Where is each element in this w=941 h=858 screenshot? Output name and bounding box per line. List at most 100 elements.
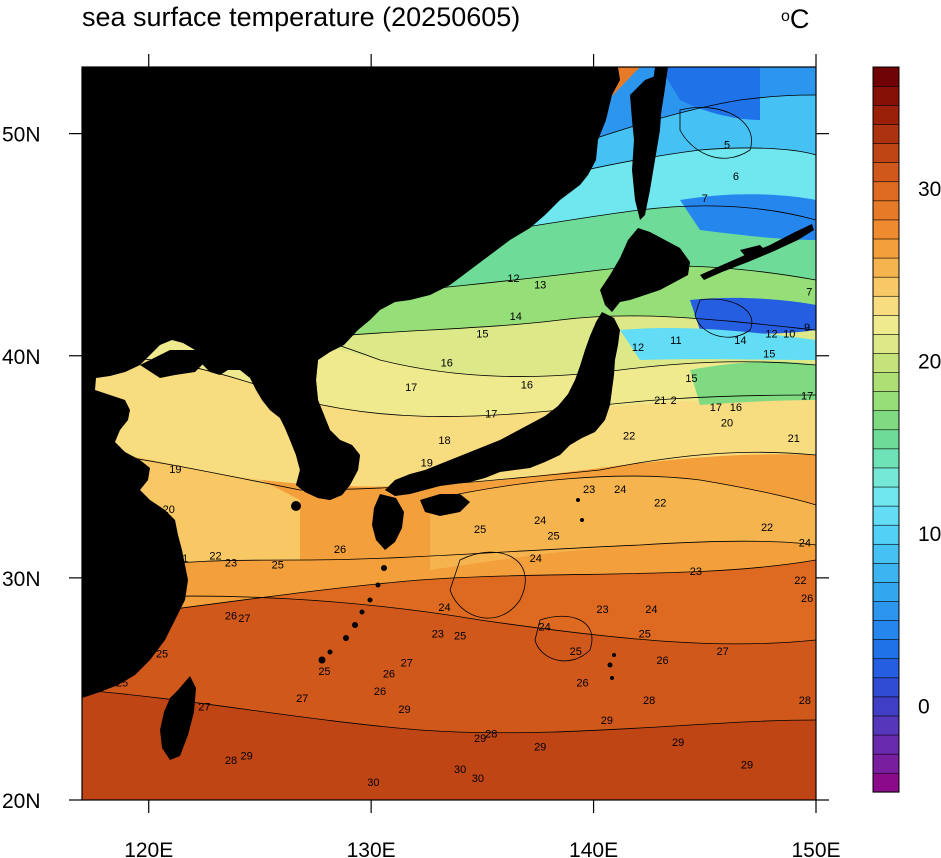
colorbar: 0 10 20 30: [872, 66, 941, 793]
contour-label: 29: [474, 733, 486, 745]
x-tick-label: 150E: [791, 839, 840, 858]
contour-label: 22: [794, 575, 806, 587]
contour-label: 24: [614, 484, 626, 496]
contour-label: 22: [761, 522, 773, 534]
contour-label: 25: [547, 531, 559, 543]
asian-mainland: [82, 67, 620, 698]
colorbar-swatch: [872, 123, 900, 144]
contour-label: 25: [272, 560, 284, 572]
contour-label: 28: [643, 695, 655, 707]
colorbar-swatch: [872, 333, 900, 354]
contour-label: 11: [670, 335, 681, 347]
colorbar-swatch: [872, 658, 900, 679]
y-tick-label: 30N: [2, 568, 41, 591]
colorbar-swatch: [872, 181, 900, 202]
contour-label: 19: [169, 464, 181, 476]
colorbar-swatch: [872, 371, 900, 392]
colorbar-swatch: [872, 257, 900, 278]
colorbar-swatch: [872, 391, 900, 412]
contour-label: 22: [623, 431, 635, 443]
contour-label: 26: [576, 677, 588, 689]
colorbar-swatch: [872, 85, 900, 106]
contour-label: 12: [765, 329, 777, 341]
contour-label: 28: [799, 695, 811, 707]
contour-label: 25: [156, 648, 168, 660]
colorbar-swatch: [872, 467, 900, 488]
contour-label: 26: [374, 686, 386, 698]
contour-label: 30: [454, 764, 466, 776]
colorbar-tick-label: 30: [918, 178, 941, 201]
kyushu: [372, 494, 404, 550]
y-tick-label: 40N: [2, 346, 41, 369]
colorbar-swatch: [872, 238, 900, 259]
contour-label: 28: [485, 728, 497, 740]
contour-label: 25: [116, 677, 128, 689]
colorbar-swatch: [872, 639, 900, 660]
contour-label: 25: [474, 524, 486, 536]
colorbar-swatch: [872, 162, 900, 183]
contour-label: 27: [296, 693, 308, 705]
contour-label: 25: [318, 666, 330, 678]
contour-label: 23: [583, 484, 595, 496]
colorbar-tick-label: 0: [918, 696, 930, 719]
x-tick-label: 130E: [347, 839, 396, 858]
contour-label: 25: [570, 646, 582, 658]
colorbar-swatch: [872, 200, 900, 221]
contour-label: 23: [432, 628, 444, 640]
contour-label: 5: [724, 140, 730, 152]
colorbar-swatch: [872, 219, 900, 240]
colorbar-swatch: [872, 66, 900, 87]
contour-label: 23: [225, 557, 237, 569]
contour-label: 14: [510, 311, 522, 323]
contour-label: 26: [225, 611, 237, 623]
contour-label: 24: [530, 553, 542, 565]
contour-label: 17: [801, 391, 813, 403]
map-frame: [81, 66, 817, 801]
contour-label: 26: [383, 668, 395, 680]
contour-label: 29: [398, 704, 410, 716]
contour-label: 25: [454, 631, 466, 643]
contour-label: 13: [534, 280, 546, 292]
colorbar-swatch: [872, 772, 900, 793]
x-tick-label: 140E: [569, 839, 618, 858]
contour-label: 16: [521, 380, 533, 392]
land-masses: [82, 67, 814, 760]
contour-label: 27: [716, 646, 728, 658]
contour-label: 17: [710, 402, 722, 414]
contour-label: 22: [654, 497, 666, 509]
contour-label: 10: [783, 329, 795, 341]
contour-label: 9: [326, 337, 332, 349]
contour-label: 30: [367, 777, 379, 789]
contour-label: 27: [198, 702, 210, 714]
colorbar-swatch: [872, 429, 900, 450]
contour-label: 19: [421, 457, 433, 469]
contour-label: 7: [806, 286, 812, 298]
contour-label: 21: [176, 553, 188, 565]
colorbar-swatch: [872, 715, 900, 736]
y-tick-label: 20N: [2, 790, 41, 813]
contour-label: 15: [685, 373, 697, 385]
contour-label: 26: [656, 655, 668, 667]
contour-label: 22: [209, 551, 221, 563]
contour-label: 24: [799, 537, 811, 549]
contour-label: 23: [690, 566, 702, 578]
contour-label: 30: [472, 773, 484, 785]
contour-label: 23: [596, 604, 608, 616]
shikoku: [420, 494, 470, 516]
colorbar-swatch: [872, 448, 900, 469]
colorbar-swatch: [872, 600, 900, 621]
colorbar-tick-label: 10: [918, 523, 941, 546]
colorbar-swatch: [872, 543, 900, 564]
contour-label: 29: [741, 759, 753, 771]
colorbar-swatch: [872, 505, 900, 526]
contour-label: 15: [763, 349, 775, 361]
colorbar-swatch: [872, 352, 900, 373]
colorbar-swatch: [872, 276, 900, 297]
contour-label: 16: [730, 402, 742, 414]
contour-label: 9: [804, 322, 810, 334]
contour-label: 17: [405, 382, 417, 394]
colorbar-swatch: [872, 696, 900, 717]
